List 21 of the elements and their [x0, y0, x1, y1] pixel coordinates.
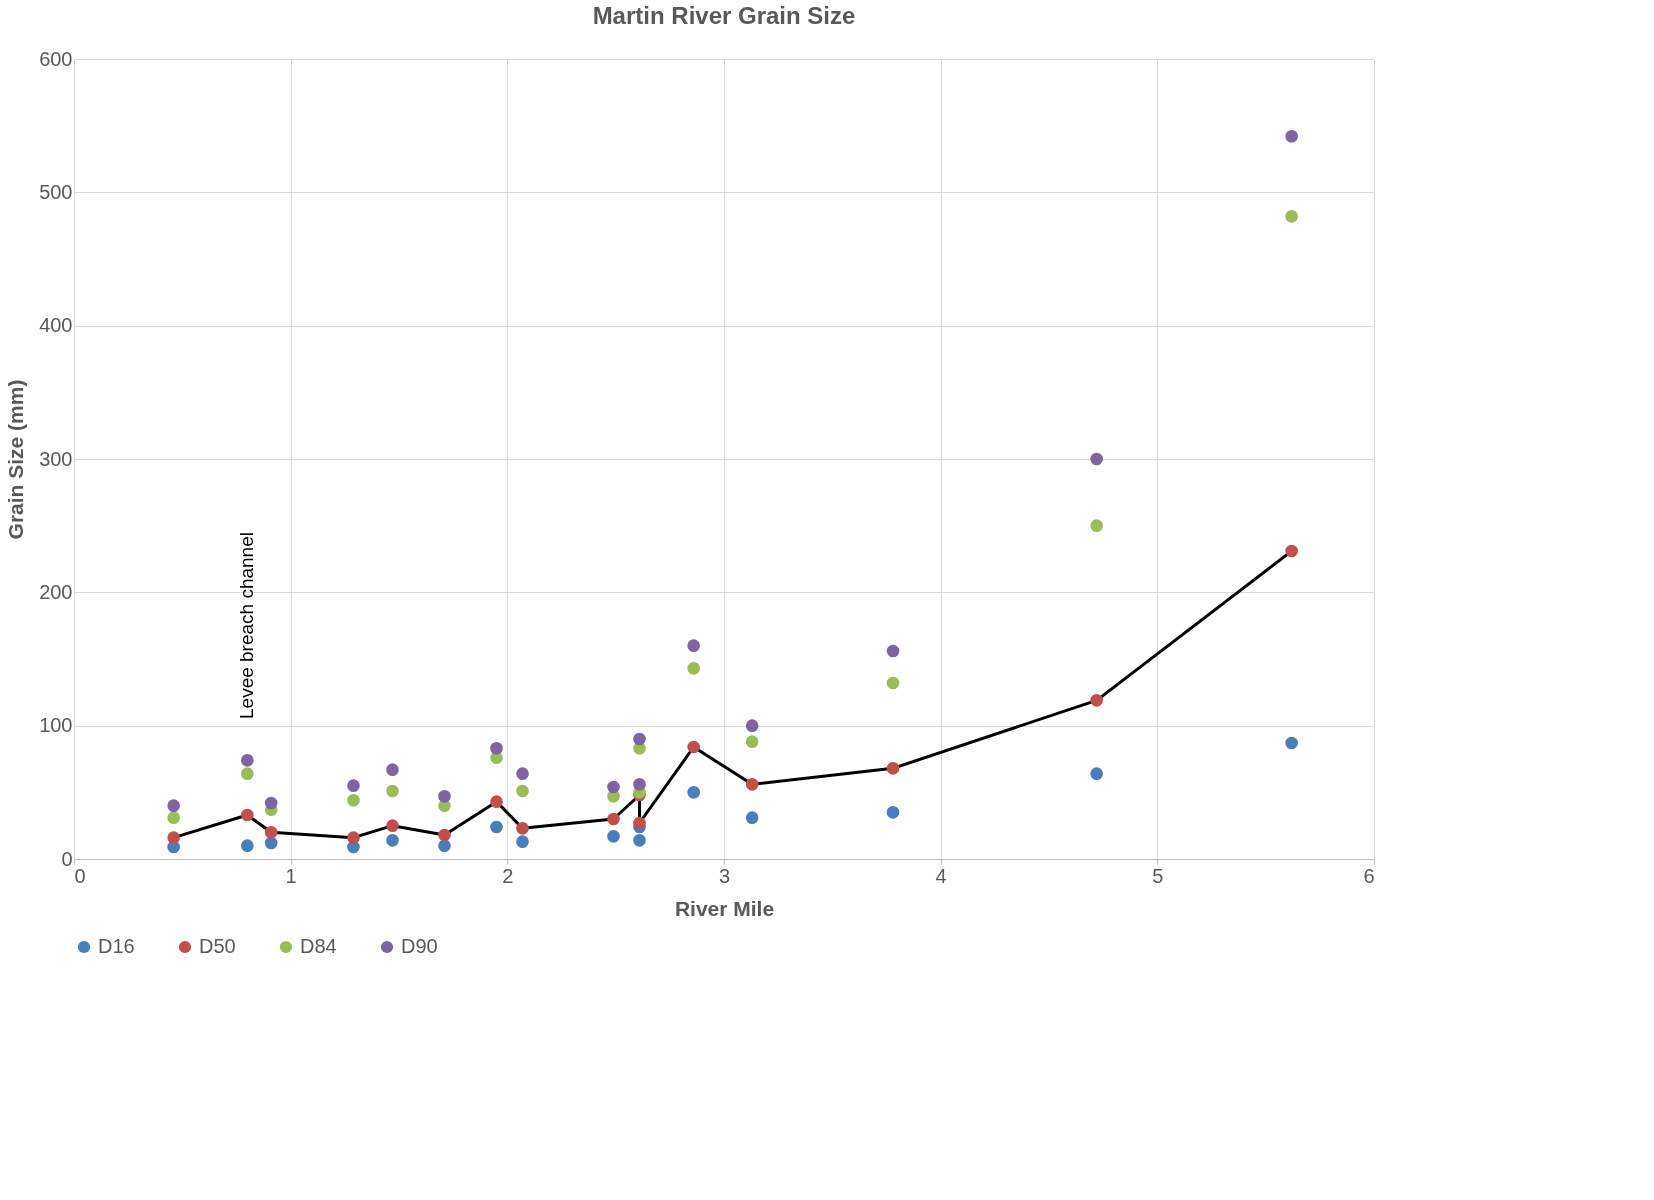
y-axis-title: Grain Size (mm) [4, 379, 28, 540]
y-tick-label: 100 [39, 714, 73, 737]
x-tick-label: 3 [718, 864, 731, 887]
x-tick-label: 2 [502, 864, 514, 887]
legend-label: D90 [401, 935, 438, 957]
x-tick-label: 4 [935, 864, 947, 887]
y-tick-label: 600 [39, 47, 73, 70]
y-tick-label: 200 [39, 580, 73, 603]
x-tick-label: 5 [1152, 864, 1164, 887]
annotation: Levee breach channel [235, 532, 257, 719]
legend-label: D16 [98, 935, 135, 957]
y-tick-label: 0 [61, 847, 73, 870]
chart-title: Martin River Grain Size [592, 2, 856, 29]
x-axis-title: River Mile [674, 896, 775, 920]
y-tick-label: 500 [39, 180, 73, 203]
legend-label: D84 [300, 935, 337, 957]
y-tick-label: 400 [39, 314, 73, 337]
x-tick-label: 1 [285, 864, 297, 887]
y-tick-label: 300 [39, 447, 73, 470]
legend-label: D50 [199, 935, 236, 957]
x-tick-label: 6 [1363, 864, 1375, 887]
